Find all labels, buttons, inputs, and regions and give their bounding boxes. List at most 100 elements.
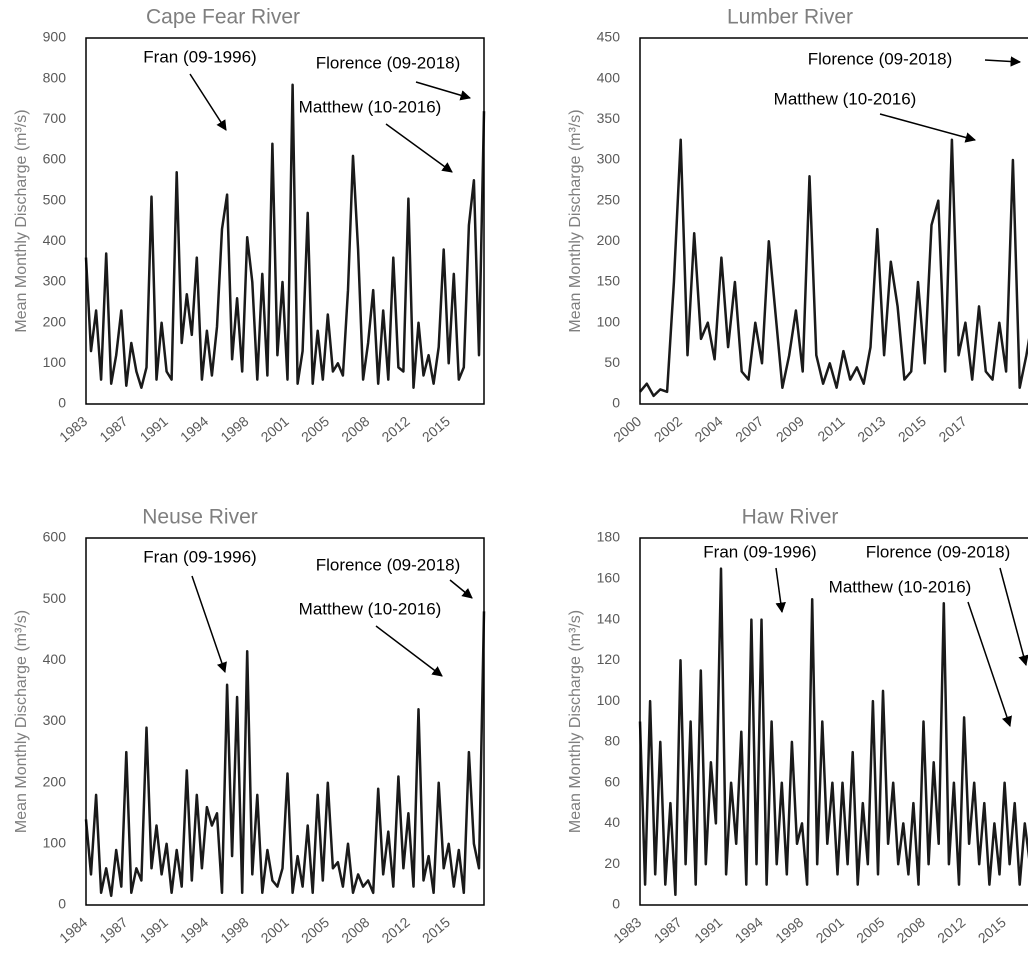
x-tick-label: 1998 xyxy=(217,413,251,445)
y-tick-label: 600 xyxy=(43,151,67,167)
x-tick-label: 1987 xyxy=(96,413,130,445)
x-tick-label: 2000 xyxy=(610,413,644,445)
annotation-arrow xyxy=(879,113,977,143)
y-tick-label: 800 xyxy=(43,69,67,85)
plot-frame xyxy=(639,37,1028,405)
y-tick-label: 700 xyxy=(43,110,67,126)
x-tick-label: 2008 xyxy=(338,914,372,946)
x-tick-label: 2007 xyxy=(732,413,766,445)
y-tick-label: 60 xyxy=(604,773,620,789)
annotation-arrow xyxy=(449,579,473,599)
x-tick-label: 1983 xyxy=(610,914,644,946)
y-tick-label: 150 xyxy=(597,273,621,289)
x-tick-label: 2008 xyxy=(894,914,928,946)
annotation: Florence (09-2018) xyxy=(316,53,461,72)
plot-frame xyxy=(85,537,485,906)
x-tick-label: 1994 xyxy=(177,914,211,946)
x-tick-label: 2015 xyxy=(975,914,1009,946)
annotation-arrow xyxy=(189,73,227,131)
x-tick-label: 2009 xyxy=(773,413,807,445)
annotation-arrow xyxy=(984,56,1022,67)
x-tick-label: 1991 xyxy=(691,914,725,946)
annotation: Fran (09-1996) xyxy=(703,542,816,561)
x-tick-label: 1998 xyxy=(772,914,806,946)
y-tick-label: 450 xyxy=(597,29,621,45)
annotation-arrow xyxy=(385,123,453,173)
y-tick-label: 20 xyxy=(604,855,620,871)
x-tick-label: 1991 xyxy=(137,413,171,445)
y-tick-label: 400 xyxy=(597,69,621,85)
annotation: Matthew (10-2016) xyxy=(299,97,442,116)
annotation: Florence (09-2018) xyxy=(808,49,953,68)
x-tick-label: 2012 xyxy=(934,914,968,946)
y-tick-label: 400 xyxy=(43,651,67,667)
y-tick-label: 400 xyxy=(43,232,67,248)
y-tick-label: 80 xyxy=(604,733,620,749)
y-tick-label: 900 xyxy=(43,29,67,45)
x-tick-label: 2012 xyxy=(379,413,413,445)
annotation-arrow xyxy=(967,601,1012,727)
y-tick-label: 120 xyxy=(597,651,621,667)
annotation: Matthew (10-2016) xyxy=(829,577,972,596)
x-tick-label: 2001 xyxy=(258,914,292,946)
annotation: Florence (09-2018) xyxy=(316,555,461,574)
chart-title: Lumber River xyxy=(727,6,853,29)
y-tick-label: 140 xyxy=(597,610,621,626)
x-tick-label: 1998 xyxy=(217,914,251,946)
series-line xyxy=(639,138,1028,398)
x-tick-label: 1984 xyxy=(56,914,90,946)
series-line xyxy=(638,567,1028,897)
y-tick-label: 180 xyxy=(597,529,621,545)
y-tick-label: 500 xyxy=(43,590,67,606)
x-tick-label: 1994 xyxy=(732,914,766,946)
annotation-arrow xyxy=(415,81,472,101)
y-axis-label: Mean Monthly Discharge (m³/s) xyxy=(567,109,584,332)
x-tick-label: 2004 xyxy=(692,413,726,445)
plot-frame xyxy=(85,37,485,405)
y-tick-label: 500 xyxy=(43,191,67,207)
annotation-arrow xyxy=(999,567,1028,667)
x-tick-label: 2015 xyxy=(419,914,453,946)
x-tick-label: 2015 xyxy=(419,413,453,445)
y-tick-label: 0 xyxy=(58,395,66,411)
series-line xyxy=(84,611,486,898)
y-tick-label: 0 xyxy=(58,896,66,912)
annotation: Fran (09-1996) xyxy=(143,547,256,566)
annotation-arrow xyxy=(191,575,227,673)
y-tick-label: 200 xyxy=(43,313,67,329)
annotation: Matthew (10-2016) xyxy=(774,89,917,108)
y-tick-label: 300 xyxy=(43,712,67,728)
series-line xyxy=(84,83,486,389)
y-tick-label: 40 xyxy=(604,814,620,830)
y-tick-label: 100 xyxy=(597,313,621,329)
y-axis-label: Mean Monthly Discharge (m³/s) xyxy=(13,610,30,833)
chart-title: Neuse River xyxy=(142,506,258,529)
x-tick-label: 1987 xyxy=(651,914,685,946)
x-tick-label: 1987 xyxy=(96,914,130,946)
y-tick-label: 200 xyxy=(597,232,621,248)
x-tick-label: 2015 xyxy=(895,413,929,445)
y-tick-label: 300 xyxy=(43,273,67,289)
x-tick-label: 2008 xyxy=(338,413,372,445)
y-tick-label: 100 xyxy=(597,692,621,708)
y-tick-label: 100 xyxy=(43,354,67,370)
x-tick-label: 2005 xyxy=(298,914,332,946)
y-tick-label: 350 xyxy=(597,110,621,126)
x-tick-label: 2013 xyxy=(854,413,888,445)
x-tick-label: 2005 xyxy=(298,413,332,445)
y-tick-label: 0 xyxy=(612,395,620,411)
y-tick-label: 50 xyxy=(604,354,620,370)
y-axis-label: Mean Monthly Discharge (m³/s) xyxy=(567,610,584,833)
annotation-arrow xyxy=(775,567,786,614)
x-tick-label: 2001 xyxy=(813,914,847,946)
y-tick-label: 300 xyxy=(597,151,621,167)
y-tick-label: 0 xyxy=(612,896,620,912)
x-tick-label: 2012 xyxy=(379,914,413,946)
y-tick-label: 100 xyxy=(43,835,67,851)
plot-frame xyxy=(639,537,1028,906)
annotation: Matthew (10-2016) xyxy=(299,599,442,618)
x-tick-label: 2017 xyxy=(936,413,970,445)
y-tick-label: 600 xyxy=(43,529,67,545)
annotation: Florence (09-2018) xyxy=(866,542,1011,561)
